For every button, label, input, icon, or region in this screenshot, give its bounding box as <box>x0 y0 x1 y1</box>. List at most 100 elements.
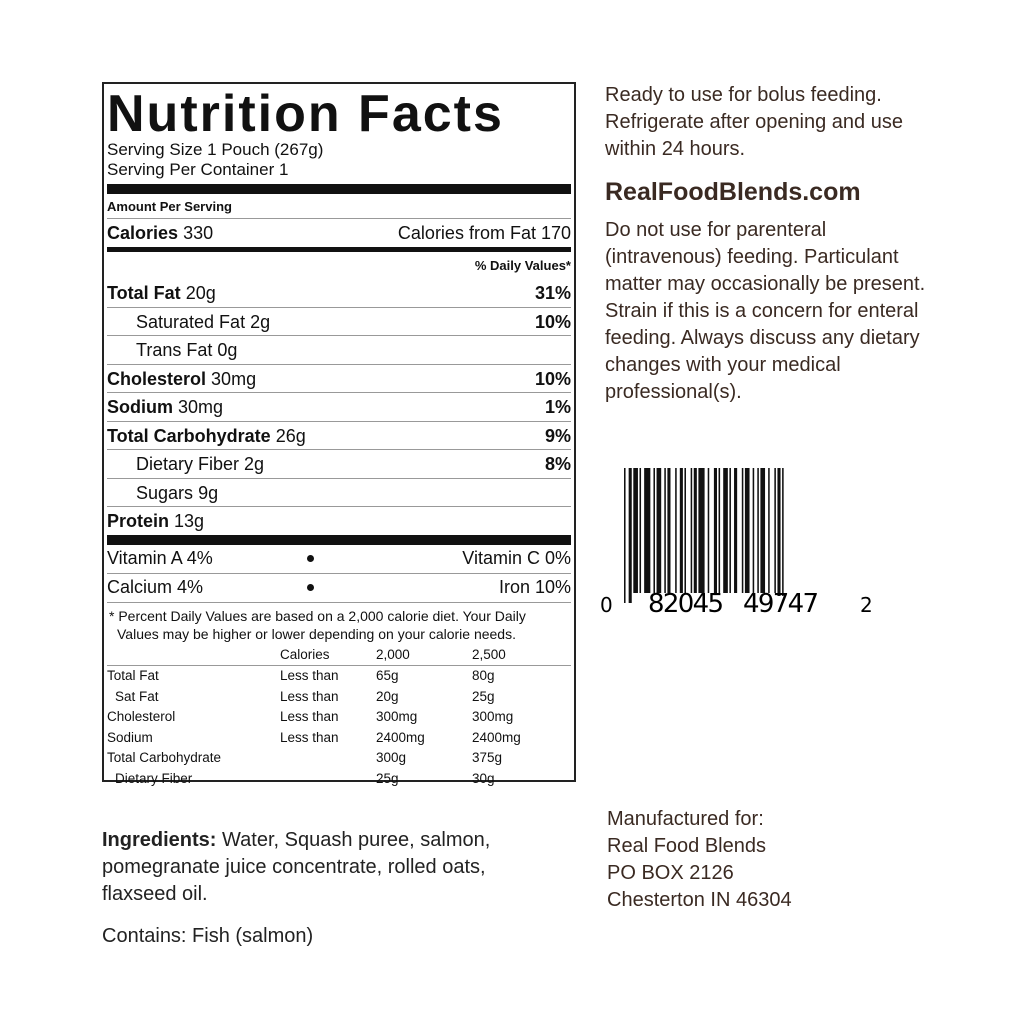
footnote: * Percent Daily Values are based on a 2,… <box>107 601 571 645</box>
barcode-bar <box>718 468 721 593</box>
amount-per-serving-text: Amount Per Serving <box>107 199 232 214</box>
vitamin-row: Calcium 4% Iron 10% <box>107 572 571 602</box>
dv-table-row: Cholesterol Less than 300mg 300mg <box>107 707 571 728</box>
barcode-bar <box>713 468 717 593</box>
barcode-bar <box>639 468 642 593</box>
barcode-bar <box>729 468 731 593</box>
barcode-bar <box>757 468 759 593</box>
dv-table-row: Sodium Less than 2400mg 2400mg <box>107 728 571 749</box>
nutrient-name: Total Fat <box>107 283 181 303</box>
barcode-digits-right: 49747 <box>743 589 819 616</box>
nutrient-row: Cholesterol 30mg 10% <box>107 363 571 393</box>
nutrient-dv: 10% <box>534 311 571 332</box>
dv-table-cell: 25g <box>376 770 399 786</box>
allergen-statement: Contains: Fish (salmon) <box>102 925 314 947</box>
barcode-bar <box>653 468 655 593</box>
dv-table-cell <box>280 748 376 769</box>
daily-values-header: % Daily Values* <box>107 252 571 280</box>
nutrient-name: Sugars <box>136 482 194 503</box>
nutrient-name: Total Carbohydrate <box>107 425 271 446</box>
vitamin-right: Vitamin C 0% <box>462 548 571 568</box>
barcode-bar <box>656 468 662 593</box>
nutrient-row: Trans Fat 0g <box>107 335 571 364</box>
dv-table-cell: 2,000 <box>376 644 472 666</box>
dv-table-cell: 20g <box>376 688 399 704</box>
nutrient-name: Dietary Fiber <box>136 454 240 474</box>
dv-table-cell <box>107 644 280 666</box>
calories-from-fat: Calories from Fat 170 <box>397 223 571 243</box>
dv-table-cell: Dietary Fiber <box>115 770 193 786</box>
dv-table-cell: Total Carbohydrate <box>107 750 222 766</box>
dv-table-cell: 65g <box>376 668 399 684</box>
barcode: 0 82045 49747 2 <box>600 468 873 616</box>
divider-thick <box>107 534 571 545</box>
calories-label: Calories <box>107 223 179 243</box>
dv-table-cell: Sodium <box>107 729 153 745</box>
nutrient-name: Sodium <box>107 397 173 417</box>
barcode-bar <box>707 468 710 593</box>
daily-values-header-text: % Daily Values* <box>474 257 571 273</box>
dv-table-cell: 25g <box>472 688 495 704</box>
barcode-bar <box>774 468 776 593</box>
label-title: Nutrition Facts <box>107 85 504 143</box>
usage-info: Ready to use for bolus feeding. Refriger… <box>605 82 945 406</box>
nutrient-amount: 13g <box>174 511 205 531</box>
nutrient-amount: 26g <box>275 425 306 446</box>
ingredients: Ingredients: Water, Squash puree, salmon… <box>102 827 542 908</box>
barcode-bar <box>624 468 626 603</box>
servings-per-container: Serving Per Container 1 <box>107 160 289 179</box>
calories-row: Calories 330 Calories from Fat 170 <box>107 218 571 247</box>
barcode-digit-last: 2 <box>860 593 873 616</box>
vitamin-list: Vitamin A 4% Vitamin C 0% Calcium 4% Iron 1… <box>107 545 571 602</box>
dv-table-cell: 30g <box>472 770 495 786</box>
barcode-bar <box>768 468 770 593</box>
nutrient-dv: 8% <box>544 454 571 474</box>
vitamin-right: Iron 10% <box>498 577 571 597</box>
nutrient-name: Protein <box>107 511 170 531</box>
nutrient-row: Dietary Fiber 2g 8% <box>107 449 571 478</box>
barcode-bar <box>667 468 671 593</box>
nutrient-dv: 10% <box>534 368 571 389</box>
barcode-bar <box>684 468 686 593</box>
barcode-bar <box>690 468 693 593</box>
dv-table-cell: 2,500 <box>472 644 571 666</box>
nutrient-dv: 9% <box>544 425 571 446</box>
barcode-bar <box>675 468 677 593</box>
dv-table-cell: Cholesterol <box>107 709 176 725</box>
amount-per-serving: Amount Per Serving <box>107 194 571 218</box>
barcode-bar <box>644 468 651 593</box>
footnote-line-2: Values may be higher or lower depending … <box>117 625 516 642</box>
dv-table-cell: Less than <box>280 688 339 704</box>
dv-table-row: Total Carbohydrate 300g 375g <box>107 748 571 769</box>
barcode-bar <box>723 468 728 593</box>
nutrient-row: Sugars 9g <box>107 477 571 507</box>
dv-table-cell: Less than <box>280 668 339 684</box>
barcode-bar <box>741 468 744 593</box>
website: RealFoodBlends.com <box>605 178 861 206</box>
vitamin-left: Vitamin A 4% <box>107 548 213 568</box>
dv-table-cell: 375g <box>472 750 503 766</box>
nutrient-amount: 2g <box>244 454 265 474</box>
barcode-bar <box>633 468 638 593</box>
nutrient-row: Protein 13g <box>107 506 571 535</box>
bullet-icon <box>307 555 314 562</box>
daily-value-table: Calories 2,000 2,500 Total Fat Less than 65g 8… <box>107 644 571 790</box>
ingredients-label: Ingredients: <box>102 829 217 851</box>
dv-table-cell: 2400mg <box>472 729 521 745</box>
vitamin-row: Vitamin A 4% Vitamin C 0% <box>107 545 571 573</box>
barcode-digit-first: 0 <box>600 593 613 616</box>
divider-thick <box>107 184 571 194</box>
nutrition-facts-label: Nutrition Facts Serving Size 1 Pouch (26… <box>102 82 576 786</box>
dv-table-cell: Total Fat <box>107 668 159 684</box>
nutrient-dv: 1% <box>544 397 571 417</box>
dv-table-row: Total Fat Less than 65g 80g <box>107 666 571 687</box>
manufacturer-name: Real Food Blends <box>607 835 766 857</box>
barcode-bar <box>693 468 697 593</box>
bullet-icon <box>307 584 314 591</box>
nutrient-row: Total Fat 20g 31% <box>107 279 571 307</box>
dv-table-row: Sat Fat Less than 20g 25g <box>107 687 571 708</box>
nutrient-row: Total Carbohydrate 26g 9% <box>107 420 571 450</box>
nutrient-amount: 30mg <box>211 368 257 389</box>
divider-medium <box>107 246 571 252</box>
barcode-bar <box>698 468 705 593</box>
